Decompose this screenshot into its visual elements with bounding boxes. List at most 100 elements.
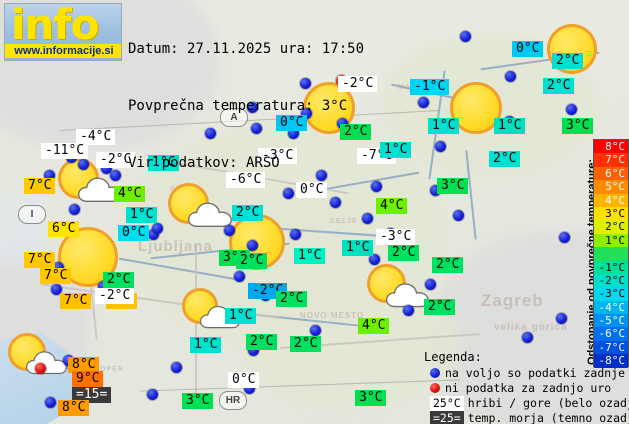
logo-wordmark: info [11, 3, 99, 49]
scale-stop-6: 2°C [594, 220, 628, 234]
red-dot-icon [430, 383, 440, 393]
station-dot[interactable] [45, 397, 56, 408]
temperature-chip: 4°C [114, 186, 146, 202]
station-dot[interactable] [110, 170, 121, 181]
header-average-temp: Povprečna temperatura: 3°C [128, 98, 348, 114]
station-dot[interactable] [505, 71, 516, 82]
station-dot[interactable] [171, 362, 182, 373]
station-dot[interactable] [234, 271, 245, 282]
station-dot[interactable] [566, 104, 577, 115]
temperature-chip: 3°C [355, 390, 387, 406]
station-dot[interactable] [460, 31, 471, 42]
temperature-chip: 9°C [72, 371, 104, 387]
station-dot[interactable] [559, 232, 570, 243]
station-dot[interactable] [453, 210, 464, 221]
temperature-chip: 3°C [437, 178, 469, 194]
station-dot[interactable] [418, 97, 429, 108]
temperature-chip: 2°C [552, 53, 584, 69]
station-dot[interactable] [430, 185, 441, 196]
temperature-chip: -1°C [410, 79, 450, 95]
temperature-chip: 1°C [126, 207, 158, 223]
station-dot[interactable] [247, 102, 258, 113]
station-dot[interactable] [78, 159, 89, 170]
station-dot[interactable] [522, 332, 533, 343]
station-dot[interactable] [371, 181, 382, 192]
scale-stop-7: 1°C [594, 233, 628, 248]
station-dot[interactable] [290, 229, 301, 240]
station-dot[interactable] [301, 108, 312, 119]
station-dot[interactable] [362, 213, 373, 224]
station-dot[interactable] [69, 204, 80, 215]
station-dot[interactable] [205, 128, 216, 139]
country-badge-a: A [220, 108, 248, 127]
legend: Legenda: na voljo so podatki zadnje ure … [424, 350, 629, 424]
station-dot[interactable] [101, 163, 112, 174]
station-dot[interactable] [147, 389, 158, 400]
sun-behind-cloud-icon [367, 264, 429, 320]
mountain-temperature-chip: 0°C [296, 182, 328, 198]
station-dot[interactable] [244, 383, 255, 394]
station-dot[interactable] [152, 223, 163, 234]
legend-item-sea: =25=temp. morja (temno ozadje) [424, 411, 629, 424]
station-dot[interactable] [224, 225, 235, 236]
station-dot[interactable] [288, 128, 299, 139]
temperature-anomaly-scale: Odstopanje od povprečne temperature: 8°C… [571, 139, 629, 368]
station-dot[interactable] [310, 325, 321, 336]
station-dot[interactable] [44, 170, 55, 181]
temperature-chip: 7°C [60, 293, 92, 309]
temperature-chip: 1°C [428, 118, 460, 134]
temperature-chip: 2°C [340, 124, 372, 140]
temperature-chip: 2°C [489, 151, 521, 167]
dark-chip-sample: =25= [430, 411, 464, 424]
station-dot[interactable] [247, 240, 258, 251]
cloud-icon [187, 198, 233, 228]
scale-bar: 8°C 7°C 6°C 5°C 4°C 3°C 2°C 1°C -1°C -2°C -3°C -4°C… [593, 139, 629, 368]
sun-behind-cloud-icon [58, 158, 122, 216]
legend-item-blue: na voljo so podatki zadnje ure [424, 366, 629, 381]
temperature-chip: 6°C [48, 221, 80, 237]
temperature-chip: 2°C [232, 205, 264, 221]
station-dot[interactable] [330, 197, 341, 208]
legend-text-mountain: hribi / gore (belo ozadje) [467, 396, 629, 410]
station-dot-no-data[interactable] [35, 363, 46, 374]
scale-title-wrap: Odstopanje od povprečne temperature: [571, 139, 598, 367]
mountain-temperature-chip: -2°C [338, 76, 378, 92]
station-dot[interactable] [316, 170, 327, 181]
temperature-chip: 1°C [342, 240, 374, 256]
city-label-5: CELJE [330, 218, 358, 225]
scale-stop-3: 5°C [594, 180, 628, 194]
temperature-chip: 7°C [24, 252, 56, 268]
site-logo[interactable]: info www.informacije.si [4, 3, 122, 61]
station-dot[interactable] [425, 279, 436, 290]
station-dot[interactable] [369, 254, 380, 265]
scale-stop-11: -3°C [594, 287, 628, 301]
temperature-chip: 0°C [276, 115, 308, 131]
temperature-chip: 4°C [376, 198, 408, 214]
station-dot[interactable] [300, 78, 311, 89]
mountain-temperature-chip: 0°C [228, 372, 260, 388]
station-dot[interactable] [403, 305, 414, 316]
station-dot[interactable] [248, 345, 259, 356]
station-dot[interactable] [435, 141, 446, 152]
temperature-chip: 2°C [103, 272, 135, 288]
legend-text-sea: temp. morja (temno ozadje) [467, 411, 629, 424]
temperature-chip: 2°C [236, 253, 268, 269]
sun-behind-cloud-icon [168, 183, 232, 241]
temperature-chip: 1°C [294, 248, 326, 264]
scale-stop-9: -1°C [594, 260, 628, 274]
temperature-chip: 1°C [148, 155, 180, 171]
station-dot[interactable] [251, 123, 262, 134]
mountain-temperature-chip: -6°C [226, 172, 266, 188]
station-dot[interactable] [556, 313, 567, 324]
station-dot[interactable] [337, 118, 348, 129]
station-dot[interactable] [283, 188, 294, 199]
station-dot[interactable] [51, 284, 62, 295]
sea-temperature-chip: =15= [72, 387, 112, 403]
station-dot[interactable] [53, 262, 64, 273]
station-dot[interactable] [148, 229, 159, 240]
temperature-chip: 1°C [225, 308, 257, 324]
mountain-temperature-chip: -2°C [96, 152, 136, 168]
